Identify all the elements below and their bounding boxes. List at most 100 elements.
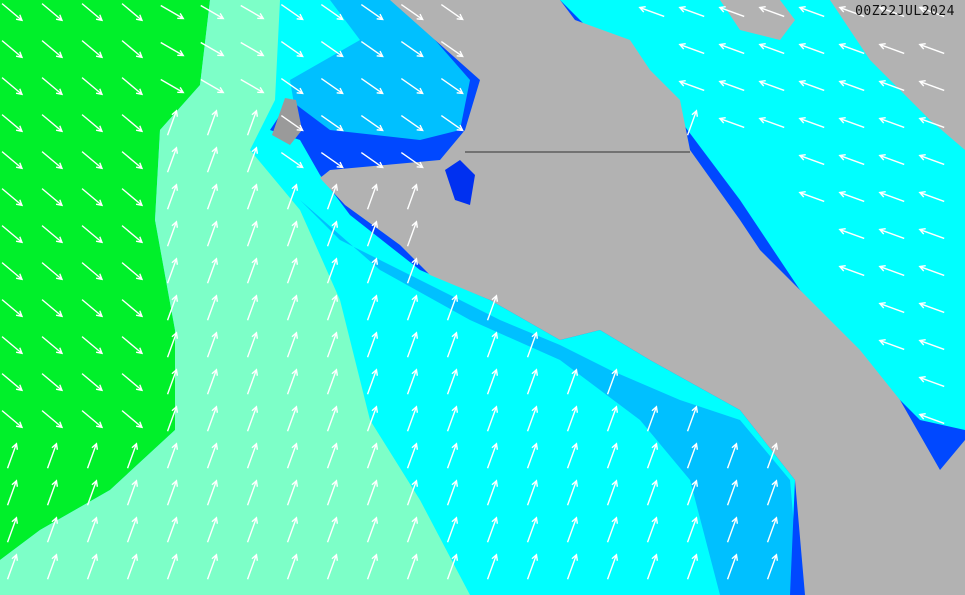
wind-direction-arrow-icon [160, 78, 185, 94]
wind-direction-arrow-icon [41, 410, 64, 429]
wind-direction-arrow-icon [486, 368, 499, 395]
wind-direction-arrow-icon [406, 479, 419, 506]
wind-direction-arrow-icon [206, 109, 219, 136]
wind-direction-arrow-icon [366, 257, 379, 284]
wind-direction-arrow-icon [686, 109, 699, 136]
wind-direction-arrow-icon [206, 442, 219, 469]
wind-direction-arrow-icon [286, 294, 299, 321]
wind-direction-arrow-icon [126, 479, 139, 506]
wind-direction-arrow-icon [246, 183, 259, 210]
wind-direction-arrow-icon [758, 42, 785, 55]
wind-direction-arrow-icon [366, 479, 379, 506]
wind-direction-arrow-icon [200, 78, 225, 94]
wind-direction-arrow-icon [1, 299, 24, 318]
wind-direction-arrow-icon [366, 368, 379, 395]
wind-direction-arrow-icon [326, 442, 339, 469]
wind-direction-arrow-icon [798, 5, 825, 18]
wind-direction-arrow-icon [838, 264, 865, 277]
wind-direction-arrow-icon [286, 368, 299, 395]
wind-direction-arrow-icon [326, 183, 339, 210]
wind-direction-arrow-icon [686, 516, 699, 543]
wind-direction-arrow-icon [360, 77, 384, 95]
wind-direction-arrow-icon [280, 77, 304, 95]
wind-direction-arrow-icon [878, 227, 905, 240]
wind-direction-arrow-icon [41, 336, 64, 355]
wind-direction-arrow-icon [286, 257, 299, 284]
wind-direction-arrow-icon [200, 41, 225, 57]
wind-direction-arrow-icon [81, 114, 104, 133]
wind-direction-arrow-icon [446, 553, 459, 580]
wind-direction-arrow-icon [446, 368, 459, 395]
wind-direction-arrow-icon [878, 153, 905, 166]
wind-direction-arrow-icon [366, 516, 379, 543]
wind-direction-arrow-icon [566, 479, 579, 506]
wind-direction-arrow-icon [246, 331, 259, 358]
wind-direction-arrow-icon [126, 442, 139, 469]
wind-direction-arrow-icon [1, 114, 24, 133]
wind-direction-arrow-icon [280, 114, 304, 132]
wind-direction-arrow-icon [798, 79, 825, 92]
wind-direction-arrow-icon [526, 479, 539, 506]
wind-direction-arrow-icon [206, 516, 219, 543]
wind-direction-arrow-icon [246, 405, 259, 432]
wind-direction-arrow-icon [1, 336, 24, 355]
wind-direction-arrow-icon [526, 405, 539, 432]
wind-direction-arrow-icon [486, 294, 499, 321]
wind-direction-arrow-icon [326, 331, 339, 358]
wind-direction-arrow-icon [81, 151, 104, 170]
wind-direction-arrow-icon [206, 183, 219, 210]
wind-direction-arrow-icon [718, 5, 745, 18]
island [272, 98, 302, 145]
wind-direction-arrow-icon [41, 262, 64, 281]
wind-direction-arrow-icon [326, 257, 339, 284]
wind-direction-arrow-icon [686, 442, 699, 469]
wind-direction-arrow-icon [878, 79, 905, 92]
wind-direction-arrow-icon [326, 294, 339, 321]
wind-direction-arrow-icon [400, 114, 424, 132]
wind-direction-arrow-icon [286, 553, 299, 580]
wind-direction-arrow-icon [286, 516, 299, 543]
wind-direction-arrow-icon [566, 516, 579, 543]
wind-direction-arrow-icon [286, 183, 299, 210]
wind-direction-arrow-icon [246, 368, 259, 395]
wind-direction-arrow-icon [41, 225, 64, 244]
wind-direction-arrow-icon [166, 331, 179, 358]
wind-direction-arrow-icon [360, 40, 384, 58]
wind-direction-arrow-icon [121, 299, 144, 318]
wind-direction-arrow-icon [566, 553, 579, 580]
wind-direction-arrow-icon [838, 116, 865, 129]
wind-direction-arrow-icon [486, 516, 499, 543]
wind-direction-arrow-icon [766, 553, 779, 580]
wind-direction-arrow-icon [486, 405, 499, 432]
wind-direction-arrow-icon [86, 479, 99, 506]
wind-direction-arrow-icon [486, 479, 499, 506]
wind-direction-arrow-icon [606, 405, 619, 432]
wind-direction-arrow-icon [81, 188, 104, 207]
wind-direction-arrow-icon [366, 553, 379, 580]
arrow-layer [1, 3, 945, 580]
wind-direction-arrow-icon [41, 299, 64, 318]
wind-direction-arrow-icon [366, 294, 379, 321]
wind-direction-arrow-icon [838, 190, 865, 203]
wind-direction-arrow-icon [206, 146, 219, 173]
wind-direction-arrow-icon [246, 479, 259, 506]
wind-direction-arrow-icon [81, 225, 104, 244]
wind-direction-arrow-icon [918, 153, 945, 166]
wind-direction-arrow-icon [1, 77, 24, 96]
wind-direction-arrow-icon [121, 373, 144, 392]
wind-direction-arrow-icon [446, 331, 459, 358]
wind-direction-arrow-icon [360, 3, 384, 21]
wind-direction-arrow-icon [86, 442, 99, 469]
wind-direction-arrow-icon [1, 410, 24, 429]
wind-direction-arrow-icon [606, 479, 619, 506]
wind-direction-arrow-icon [166, 183, 179, 210]
wind-direction-arrow-icon [838, 227, 865, 240]
wind-direction-arrow-icon [400, 3, 424, 21]
wind-direction-arrow-icon [918, 412, 945, 425]
wind-direction-arrow-icon [718, 116, 745, 129]
wind-direction-arrow-icon [406, 553, 419, 580]
wind-direction-arrow-icon [1, 151, 24, 170]
wind-direction-arrow-icon [166, 516, 179, 543]
wind-direction-arrow-icon [326, 479, 339, 506]
zone-sky-south [300, 200, 800, 595]
